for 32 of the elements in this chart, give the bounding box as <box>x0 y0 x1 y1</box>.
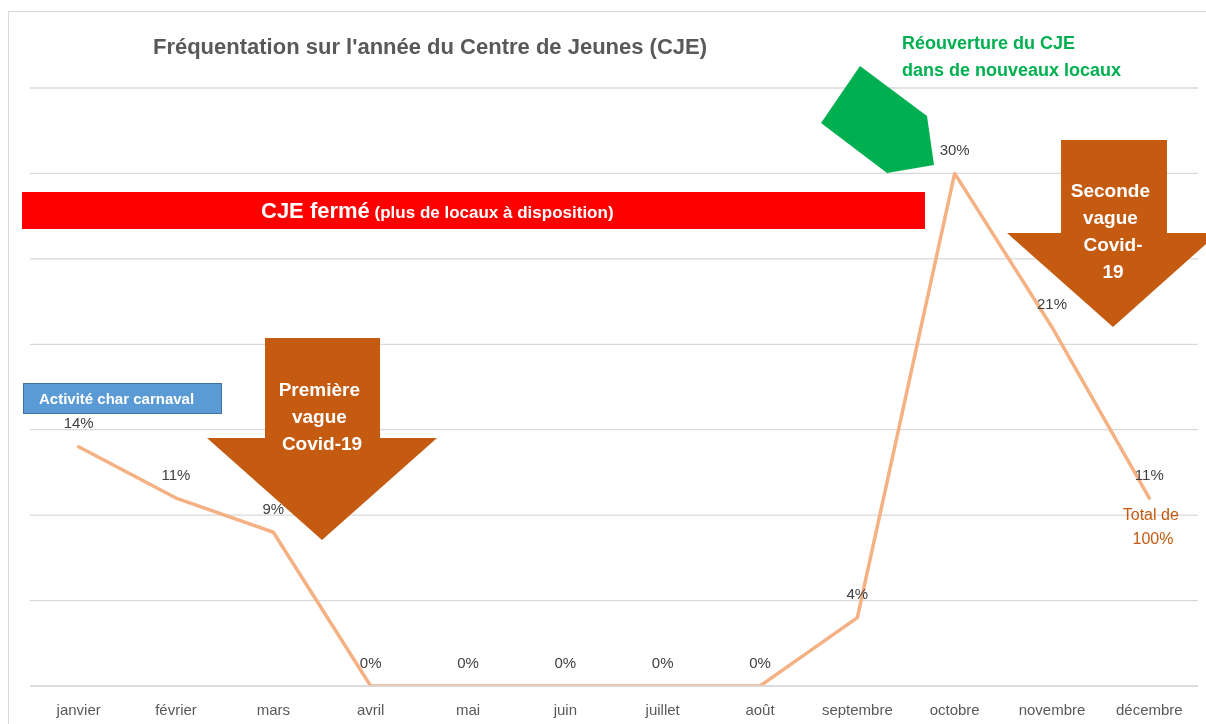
x-tick-label: novembre <box>1018 700 1086 718</box>
x-tick-label: octobre <box>929 700 980 718</box>
data-label: 30% <box>939 140 970 158</box>
data-label: 11% <box>1134 465 1164 483</box>
data-label: 0% <box>749 653 771 671</box>
x-tick-label: septembre <box>821 700 893 718</box>
x-tick-label: août <box>745 700 776 718</box>
x-tick-label: avril <box>356 700 385 718</box>
data-label: 14% <box>63 414 94 432</box>
text: Réouverture du CJE dans de nouveaux locaux <box>902 32 1122 82</box>
data-label: 9% <box>262 499 285 517</box>
data-label: 0% <box>359 653 382 671</box>
x-tick-label: mai <box>455 700 481 718</box>
chart-title: Fréquentation sur l'année du Centre de Jeunes (CJE) <box>152 34 708 60</box>
data-label: 0% <box>554 653 577 671</box>
data-label: 21% <box>1036 294 1068 312</box>
x-tick-label: mars <box>256 700 291 718</box>
data-label: 0% <box>651 653 674 671</box>
x-tick-label: juin <box>552 700 578 718</box>
annotation: Activité char carnaval <box>39 390 195 407</box>
x-tick-label: juillet <box>644 700 681 718</box>
data-label: 0% <box>457 653 479 671</box>
data-label: 11% <box>161 465 191 483</box>
x-tick-label: février <box>155 700 197 718</box>
label-box: Activité char carnaval <box>23 383 222 414</box>
annotation: CJE fermé (plus de locaux à disposition) <box>261 197 614 223</box>
annotation: Première vague Covid-19 <box>278 378 364 456</box>
x-tick-label: janvier <box>55 700 101 718</box>
annotation: Total de 100% <box>1122 505 1180 549</box>
annotation: Seconde vague Covid-19 <box>1070 179 1151 284</box>
x-tick-label: décembre <box>1115 700 1183 718</box>
banner: CJE fermé (plus de locaux à disposition) <box>22 192 925 229</box>
